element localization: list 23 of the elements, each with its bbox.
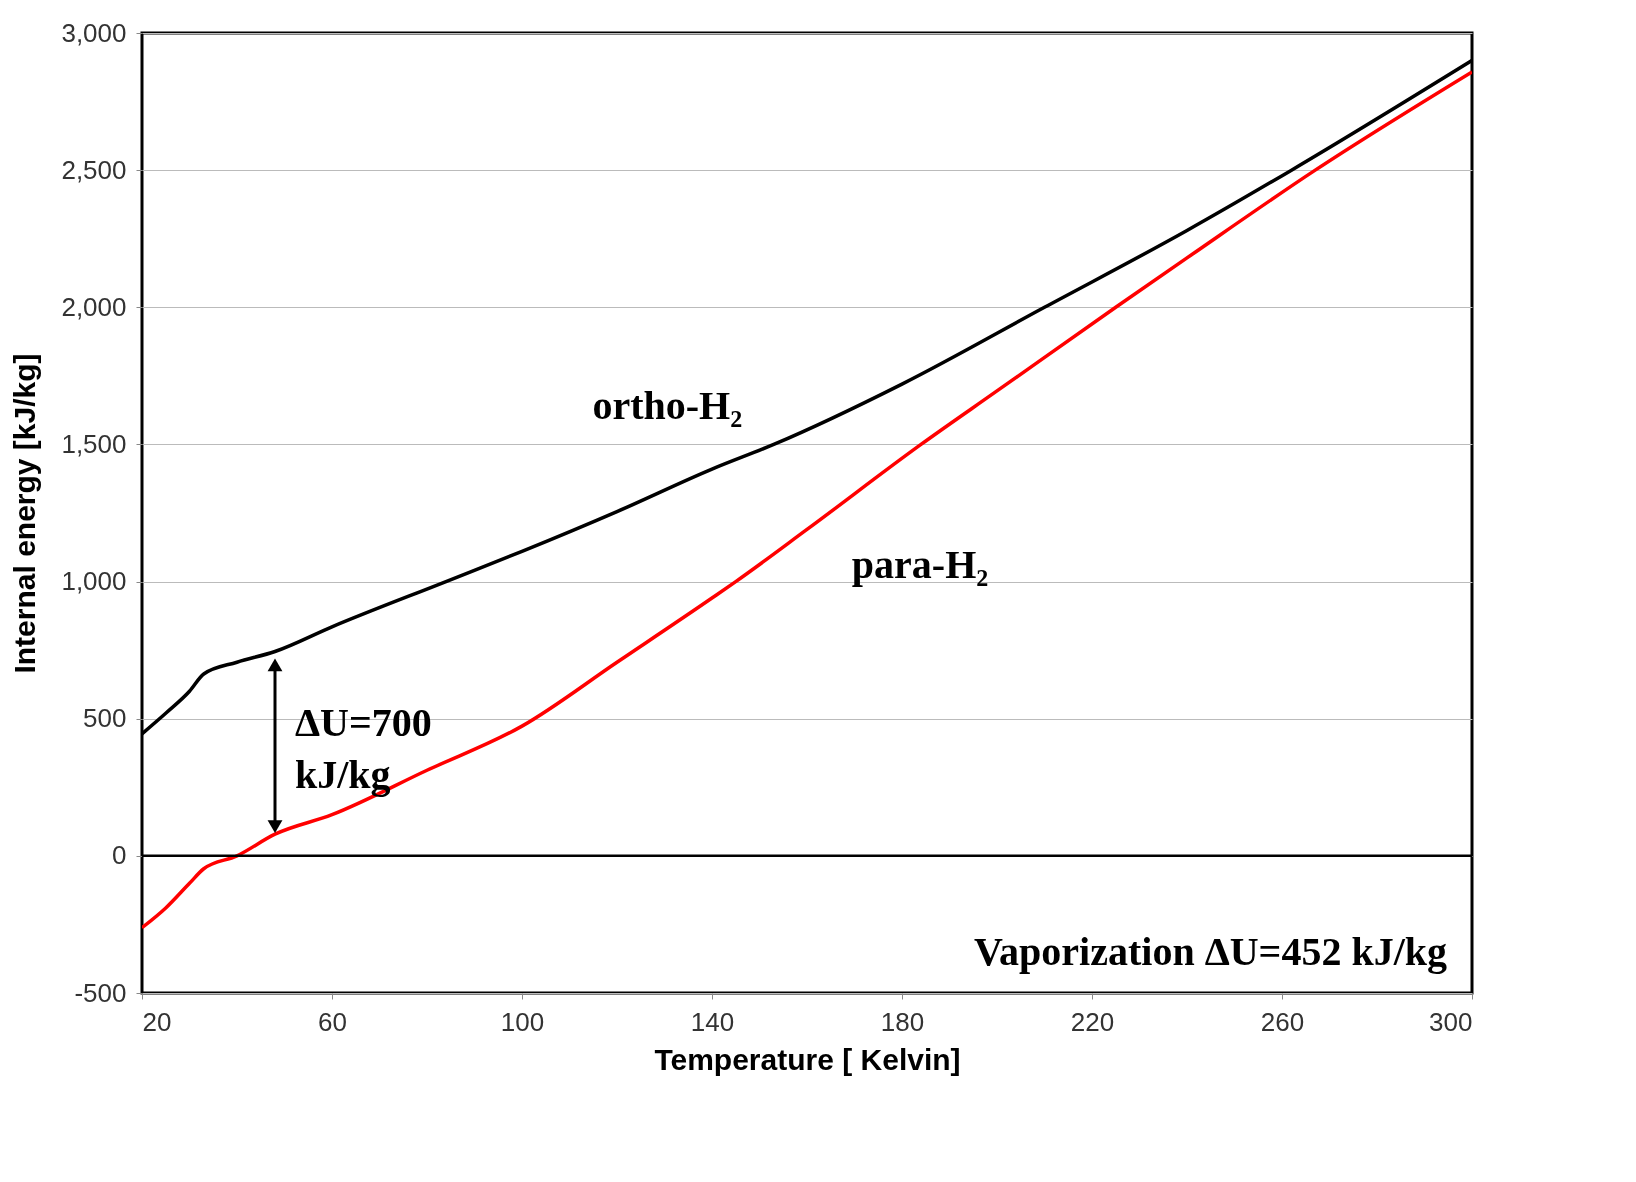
x-tick-label: 140 bbox=[690, 1006, 735, 1037]
x-axis-title: Temperature [ Kelvin] bbox=[654, 1042, 961, 1076]
y-tick-label: 2,000 bbox=[61, 291, 127, 322]
line-series bbox=[142, 70, 1472, 930]
y-tick-label: -500 bbox=[74, 977, 127, 1008]
y-axis-title: Internal energy [kJ/kg] bbox=[8, 353, 42, 674]
annotation: Vaporization ΔU=452 kJ/kg bbox=[973, 929, 1447, 974]
y-tick-label: 1,000 bbox=[61, 566, 127, 597]
y-tick-label: 2,500 bbox=[61, 154, 127, 185]
x-tick-label: 180 bbox=[880, 1006, 925, 1037]
y-tick-label: 0 bbox=[112, 840, 127, 871]
x-tick-label: 220 bbox=[1070, 1006, 1115, 1037]
annotation: ΔU=700 kJ/kg bbox=[294, 700, 432, 798]
x-tick-label: 260 bbox=[1260, 1006, 1305, 1037]
annotation: para-H₂ bbox=[851, 541, 989, 587]
x-tick-label: 60 bbox=[318, 1006, 347, 1037]
x-tick-label: 20 bbox=[142, 1006, 172, 1037]
x-tick-label: 100 bbox=[500, 1006, 545, 1037]
y-tick-label: 500 bbox=[83, 703, 127, 734]
annotation: ortho-H₂ bbox=[592, 383, 743, 429]
y-tick-label: 3,000 bbox=[61, 17, 127, 48]
x-tick-label: 300 bbox=[1429, 1006, 1473, 1037]
y-tick-label: 1,500 bbox=[61, 428, 127, 459]
